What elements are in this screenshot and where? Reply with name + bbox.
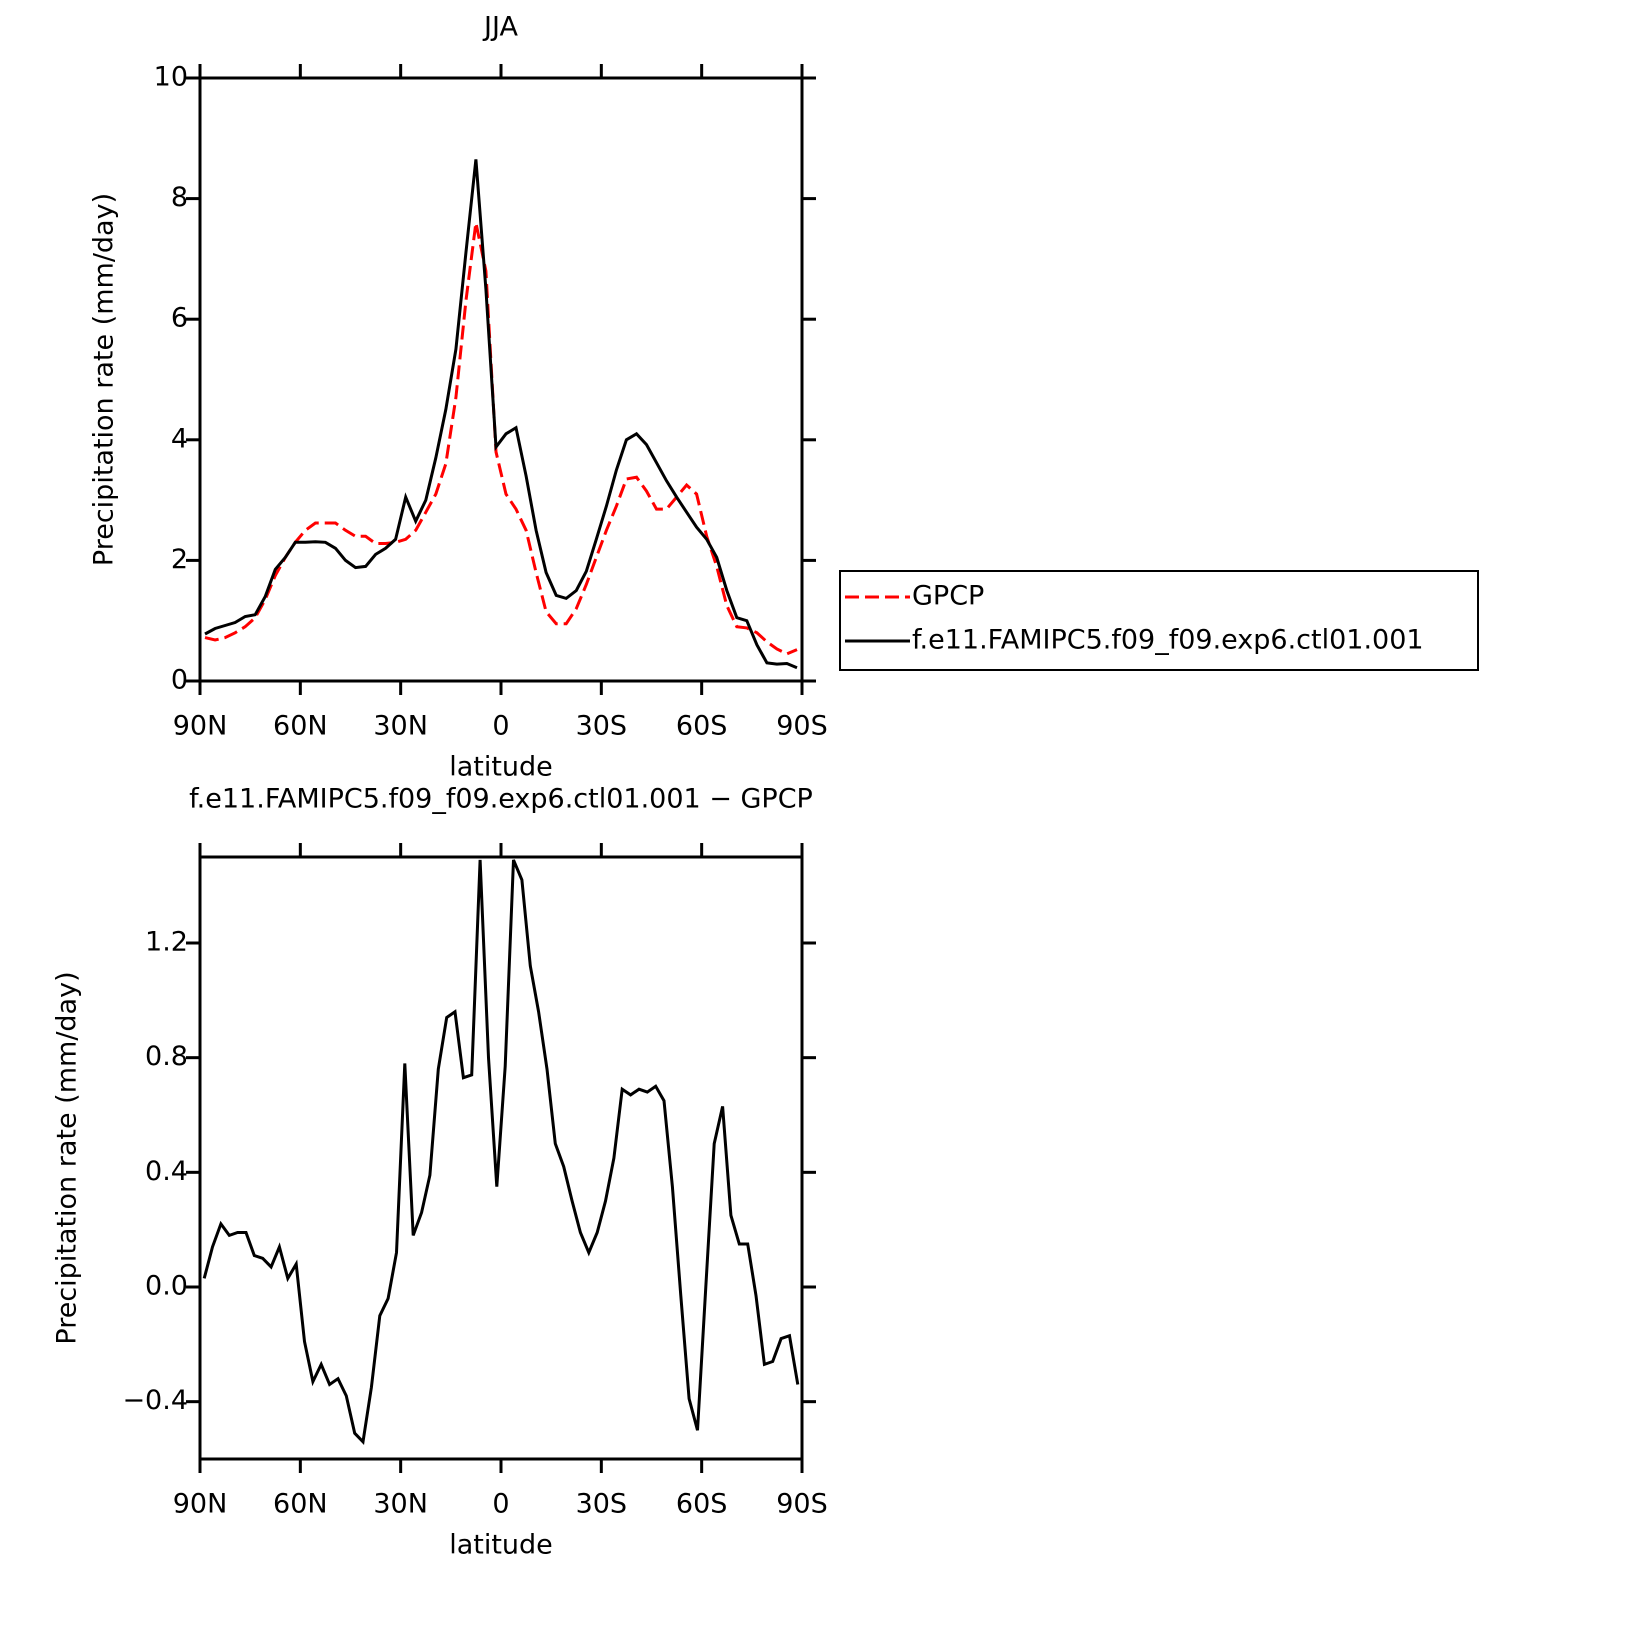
y-tick-label: 8 [171, 182, 188, 213]
x-axis-label: latitude [449, 752, 553, 783]
y-tick-label: −0.4 [122, 1385, 188, 1416]
x-tick-label: 30N [373, 1489, 428, 1520]
x-tick-label: 90N [173, 1489, 228, 1520]
x-tick-label: 90S [776, 711, 828, 742]
legend-label: f.e11.FAMIPC5.f09_f09.exp6.ctl01.001 [912, 625, 1424, 656]
y-axis-label: Precipitation rate (mm/day) [52, 971, 83, 1344]
x-tick-label: 90N [173, 711, 228, 742]
data-line [204, 159, 798, 670]
y-tick-label: 2 [171, 544, 188, 575]
y-tick-label: 4 [171, 423, 188, 454]
plot-frame [198, 76, 804, 683]
y-tick-label: 0.4 [145, 1156, 188, 1187]
chart-title: f.e11.FAMIPC5.f09_f09.exp6.ctl01.001 − G… [189, 784, 813, 815]
y-axis-label: Precipitation rate (mm/day) [89, 193, 120, 566]
y-tick-label: 0 [171, 665, 188, 696]
data-line [204, 222, 798, 656]
x-tick-label: 60S [676, 1489, 728, 1520]
x-axis-label: latitude [449, 1530, 553, 1561]
y-tick-label: 0.0 [145, 1271, 188, 1302]
x-tick-label: 60S [676, 711, 728, 742]
x-tick-label: 60N [273, 711, 328, 742]
plot-frame [198, 855, 804, 1461]
x-tick-label: 30N [373, 711, 428, 742]
legend-box [839, 570, 1479, 671]
x-tick-label: 90S [776, 1489, 828, 1520]
y-tick-label: 6 [171, 303, 188, 334]
y-tick-label: 0.8 [145, 1041, 188, 1072]
legend-label: GPCP [912, 581, 984, 612]
x-tick-label: 0 [492, 711, 509, 742]
y-tick-label: 1.2 [145, 927, 188, 958]
x-tick-label: 30S [576, 1489, 628, 1520]
x-tick-label: 60N [273, 1489, 328, 1520]
chart-title: JJA [482, 12, 518, 43]
data-line [202, 859, 800, 1446]
x-tick-label: 30S [576, 711, 628, 742]
x-tick-label: 0 [492, 1489, 509, 1520]
y-tick-label: 10 [154, 62, 188, 93]
